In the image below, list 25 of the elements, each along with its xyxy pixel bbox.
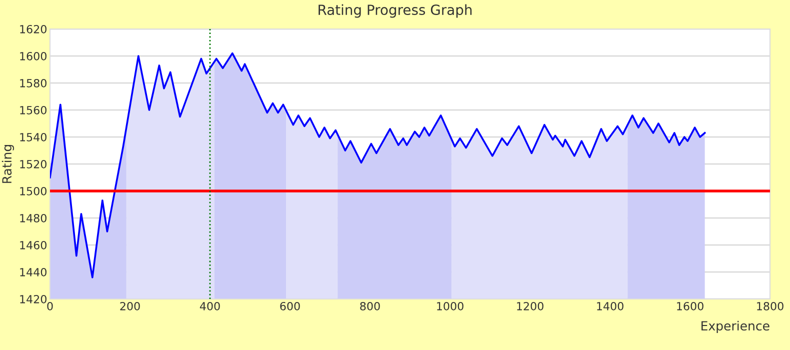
y-tick-label: 1420 <box>20 294 46 304</box>
y-tick-label: 1520 <box>20 160 46 168</box>
y-tick-label: 1440 <box>20 268 46 276</box>
x-tick-label: 1800 <box>757 302 784 310</box>
chart-title: Rating Progress Graph <box>318 4 472 18</box>
y-tick-label: 1460 <box>20 240 46 250</box>
x-tick-label: 1200 <box>517 302 544 310</box>
y-tick-label: 1560 <box>20 106 46 114</box>
y-tick-label: 1600 <box>20 52 46 60</box>
y-tick-label: 1540 <box>20 132 46 142</box>
x-axis-title: Experience <box>702 320 770 333</box>
x-tick-label: 400 <box>200 302 220 310</box>
x-tick-label: 1400 <box>597 302 624 310</box>
x-tick-label: 1000 <box>437 302 464 310</box>
x-tick-label: 600 <box>280 302 300 310</box>
x-tick-label: 200 <box>120 302 140 310</box>
y-axis-title: Rating <box>2 144 14 183</box>
x-tick-label: 0 <box>47 302 53 310</box>
y-tick-label: 1580 <box>20 78 46 88</box>
y-tick-label: 1500 <box>20 186 46 196</box>
line-series <box>50 52 706 278</box>
y-tick-label: 1620 <box>20 24 46 34</box>
y-tick-label: 1480 <box>20 214 46 222</box>
x-tick-label: 800 <box>360 302 380 310</box>
x-tick-label: 1600 <box>677 302 704 310</box>
